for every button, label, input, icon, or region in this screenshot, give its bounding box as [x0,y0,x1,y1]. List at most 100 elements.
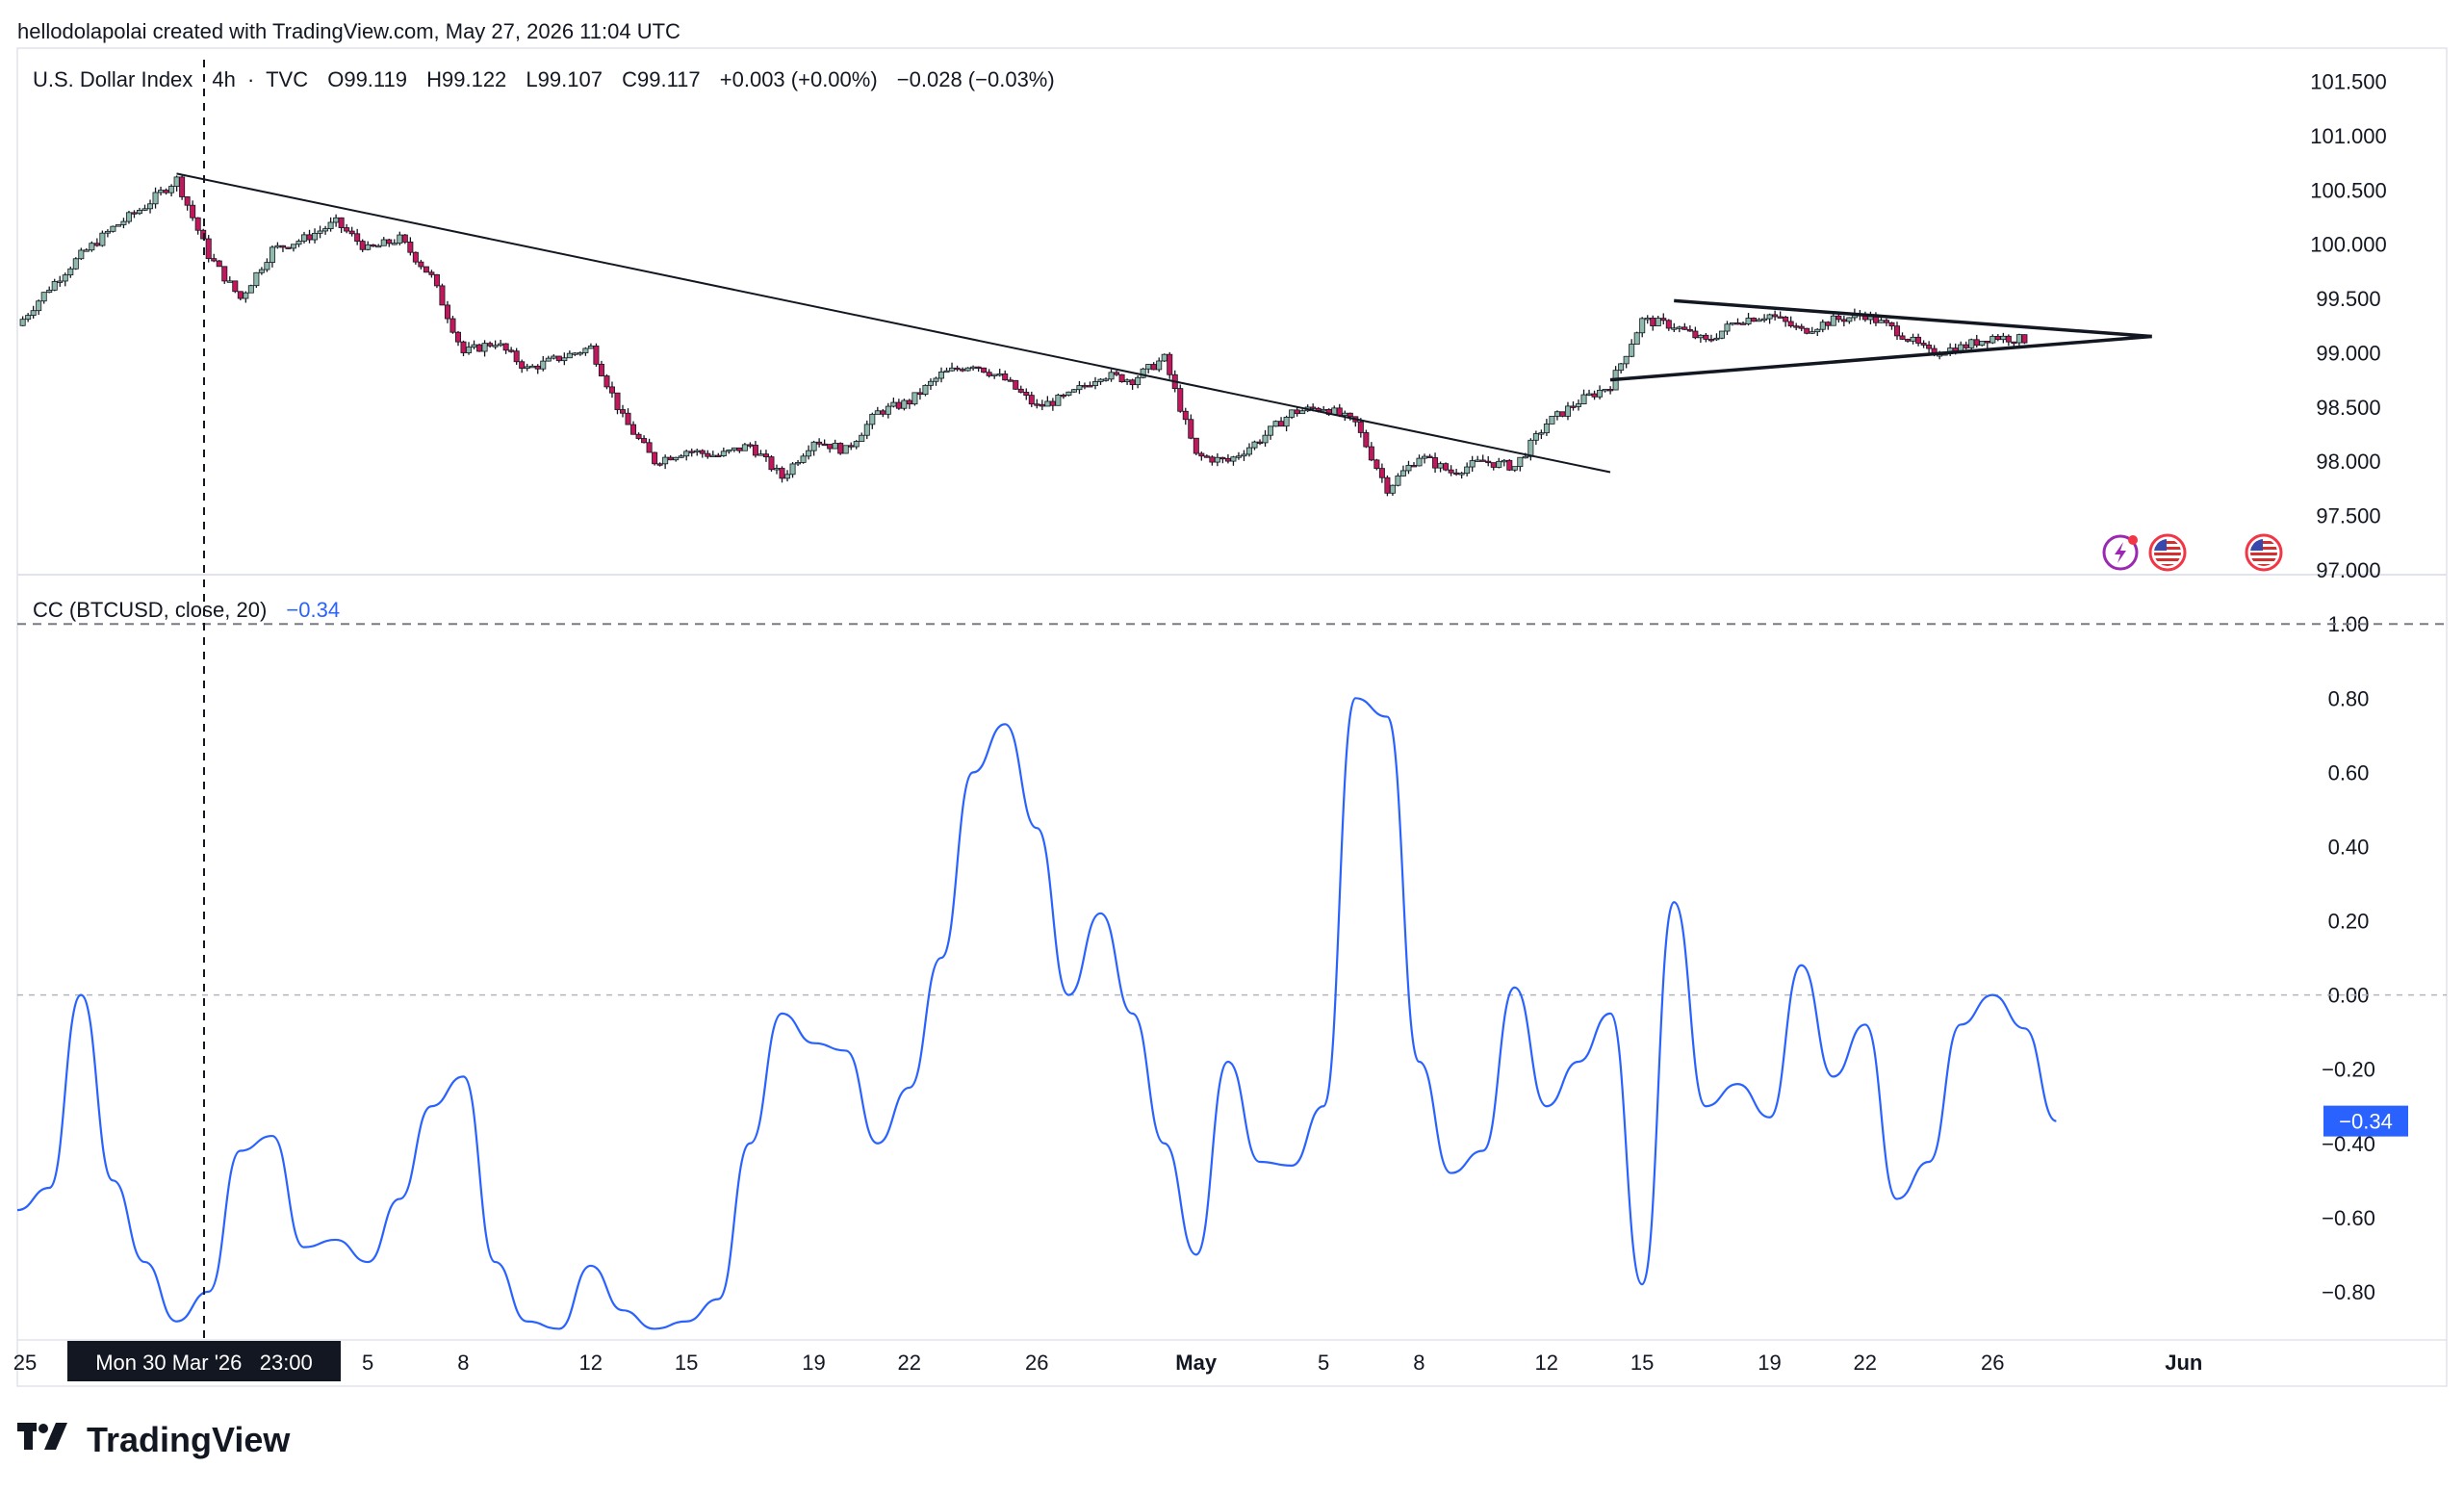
candle-body [1798,325,1805,329]
indicator-y-axis[interactable]: 1.000.800.600.400.200.00−0.20−0.40−0.60−… [2322,612,2375,1304]
candle-body [1278,421,1285,427]
candle-body [529,365,536,369]
candle-body [365,244,372,250]
candle-body [975,366,982,370]
candle-body [1586,393,1593,396]
x-tick-13: 19 [1758,1351,1781,1375]
indicator-series-group [16,697,2057,1330]
price-y-tick-1: 101.000 [2310,124,2387,148]
candle-body [598,363,604,376]
candle-body [1182,410,1189,421]
indicator-y-tick-4: 0.20 [2328,910,2370,934]
change-value: +0.003 (+0.00%) [720,67,878,91]
us-flag-event-icon-2[interactable] [2245,533,2283,572]
us-flag-event-icon[interactable] [2148,533,2187,572]
candle-body [386,239,393,245]
indicator-y-tick-3: 0.40 [2328,835,2370,859]
candle-body [279,245,286,248]
indicator-y-tick-8: −0.60 [2322,1206,2375,1230]
candle-body [534,365,541,370]
candle-body [1532,433,1539,441]
indicator-name[interactable]: CC (BTCUSD, close, 20) [33,598,267,622]
candle-body [747,444,754,447]
candle-body [513,350,520,363]
candle-body [1793,325,1800,328]
candle-body [757,453,764,456]
candle-body [709,454,716,457]
candle-body [1633,332,1640,345]
candle-body [933,377,939,382]
candle-body [1835,315,1842,321]
candle-body [131,212,138,215]
candle-body [859,434,865,442]
candle-body [216,260,222,268]
x-tick-9: 5 [1318,1351,1329,1375]
time-x-axis[interactable]: 25 5 8 12 15 19 22 26 May 5 8 12 15 19 22 26 Jun [13,1351,2203,1375]
candle-body [1671,327,1678,330]
x-tick-7: 26 [1025,1351,1048,1375]
candle-body [890,401,897,407]
candle-body [1091,381,1098,386]
candle-body [1272,421,1279,427]
candle-body [99,232,106,246]
candle-body [795,462,802,465]
price-y-axis[interactable]: 101.500 101.000 100.500 100.000 99.500 99.000… [2310,70,2387,582]
candle-body [1426,455,1433,458]
price-y-tick-8: 97.500 [2316,504,2380,528]
interval[interactable]: 4h [212,67,235,91]
candle-body [327,221,334,229]
candle-body [911,392,918,405]
candle-body [1140,368,1146,378]
candle-body [773,468,780,471]
candle-body [253,271,260,287]
candle-body [338,217,345,228]
candle-body [1777,316,1784,319]
candle-body [1049,400,1056,406]
candle-body [158,190,165,193]
price-y-tick-7: 98.000 [2316,450,2380,474]
trendline-triangle-upper[interactable] [1674,298,2152,339]
candle-body [1161,353,1168,362]
candle-body [1655,318,1661,326]
symbol-name[interactable]: U.S. Dollar Index [33,67,192,91]
trendlines-group[interactable] [176,172,2152,474]
candle-body [1543,424,1550,434]
candle-body [1809,331,1815,334]
x-tick-3: 12 [579,1351,603,1375]
candle-body [1347,412,1353,418]
candle-body [821,443,828,447]
tradingview-logo[interactable]: TradingView [17,1420,291,1459]
candle-body [848,445,855,448]
candle-body [190,204,196,219]
candle-body [688,450,695,453]
candle-body [492,345,499,348]
candle-body [344,227,350,232]
candle-body [83,249,90,252]
candle-body [641,438,648,444]
candle-body [1979,341,1986,347]
candle-body [194,217,201,231]
candle-body [519,361,526,369]
candle-body [1905,339,1912,342]
candle-body [57,280,64,283]
candle-body [2015,334,2022,344]
candle-body [842,445,849,454]
candle-body [359,241,366,250]
candle-body [375,245,382,248]
candle-body [78,249,85,260]
candle-body [508,349,515,352]
candle-body [1422,455,1428,459]
candle-body [1740,322,1747,325]
candle-body [561,357,568,362]
candle-body [1915,336,1922,344]
x-tick-0: 25 [13,1351,37,1375]
trendline-triangle-lower[interactable] [1609,334,2152,382]
candle-body [885,405,891,415]
candle-body [1007,379,1014,382]
candle-body [646,442,653,453]
trendline-descending[interactable] [176,172,1611,474]
candle-body [1464,466,1471,475]
candle-body [1268,425,1274,436]
lightning-event-icon[interactable] [2102,534,2139,571]
